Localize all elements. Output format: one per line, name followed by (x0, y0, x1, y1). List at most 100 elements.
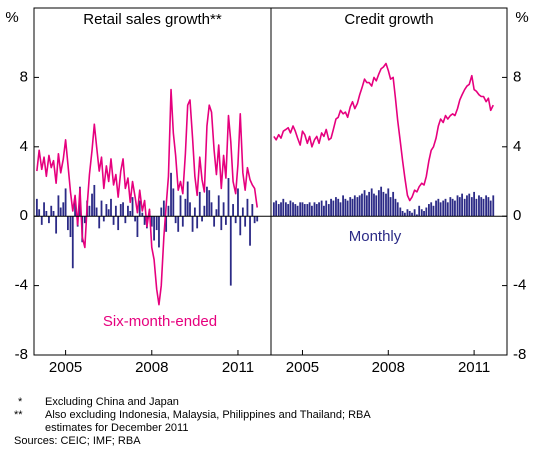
bar (136, 216, 139, 238)
bar (284, 202, 287, 217)
bar (129, 210, 132, 217)
bar (420, 209, 423, 217)
bar (470, 197, 473, 217)
bar (454, 200, 456, 217)
bar (124, 216, 127, 224)
bar (356, 197, 359, 217)
bar (358, 195, 361, 217)
x-tick-label: 2005 (286, 359, 319, 376)
bar (172, 188, 175, 217)
bar (222, 202, 225, 217)
bar (50, 205, 53, 217)
bar (277, 204, 280, 217)
bar (485, 195, 488, 217)
bar (370, 188, 373, 217)
bar (480, 197, 483, 217)
bar (456, 195, 459, 217)
bar (174, 216, 177, 224)
bar (301, 202, 304, 217)
sources: Sources: CEIC; IMF; RBA (14, 435, 141, 447)
bar (220, 216, 223, 231)
bar (162, 200, 165, 217)
bar (294, 204, 297, 217)
bar (66, 216, 69, 231)
bar (478, 195, 480, 217)
bar (241, 207, 244, 217)
bar (59, 207, 62, 217)
bar (327, 204, 330, 217)
x-tick-label: 2011 (458, 359, 490, 376)
bar (461, 193, 463, 217)
bar (394, 198, 397, 217)
series-label: Monthly (349, 228, 402, 245)
bar (361, 193, 363, 217)
bar (368, 191, 371, 217)
y-tick-label: -8 (513, 346, 526, 363)
bar (442, 200, 445, 217)
y-tick-label: -4 (15, 277, 28, 294)
bar (403, 212, 406, 217)
y-tick-label: 4 (20, 138, 28, 155)
bar (411, 212, 413, 217)
bar (444, 198, 447, 217)
bar (299, 202, 302, 217)
bar (45, 210, 48, 217)
bar (237, 188, 239, 217)
bar (451, 198, 454, 217)
note-mark: * (18, 396, 23, 408)
bar (141, 212, 144, 217)
bar (418, 205, 421, 217)
bar (112, 216, 115, 225)
bar (337, 198, 340, 217)
bar (375, 195, 378, 217)
y-tick-label: 0 (513, 207, 521, 224)
bar (74, 202, 76, 217)
bar (385, 193, 387, 217)
y-tick-label: 0 (20, 207, 28, 224)
bar (439, 202, 442, 217)
bar (215, 209, 218, 217)
y-unit: % (5, 9, 18, 26)
bar (105, 204, 108, 217)
bar (234, 216, 237, 224)
bar (57, 195, 60, 217)
bar (308, 202, 311, 217)
bar (119, 204, 122, 217)
bar (289, 200, 292, 217)
bar (332, 200, 335, 217)
bar (449, 197, 452, 217)
y-tick-label: 8 (513, 68, 521, 85)
bar (335, 197, 337, 217)
bar (201, 216, 203, 222)
y-tick-label: -4 (513, 277, 526, 294)
bar (282, 198, 285, 217)
bar (88, 205, 91, 217)
bar (153, 216, 155, 241)
bar (229, 216, 232, 286)
bar (191, 216, 194, 232)
bar (198, 191, 201, 217)
bar (196, 216, 199, 229)
bar (208, 190, 211, 217)
bar (179, 195, 182, 217)
bar (165, 216, 168, 232)
bar (342, 195, 344, 217)
bar (55, 216, 58, 234)
bar (35, 198, 38, 217)
bar (437, 198, 440, 217)
bar (413, 209, 416, 217)
y-tick-label: 8 (20, 68, 28, 85)
bar (98, 216, 101, 229)
bar (40, 216, 43, 225)
bar (446, 202, 449, 217)
y-tick-label: 4 (513, 138, 521, 155)
bar (143, 216, 146, 225)
bar (415, 214, 418, 217)
bar (380, 186, 383, 217)
bar (318, 202, 320, 217)
bar (389, 197, 392, 217)
y-unit: % (515, 9, 528, 26)
bar (365, 195, 368, 217)
bar (303, 204, 306, 217)
bar (217, 195, 220, 217)
